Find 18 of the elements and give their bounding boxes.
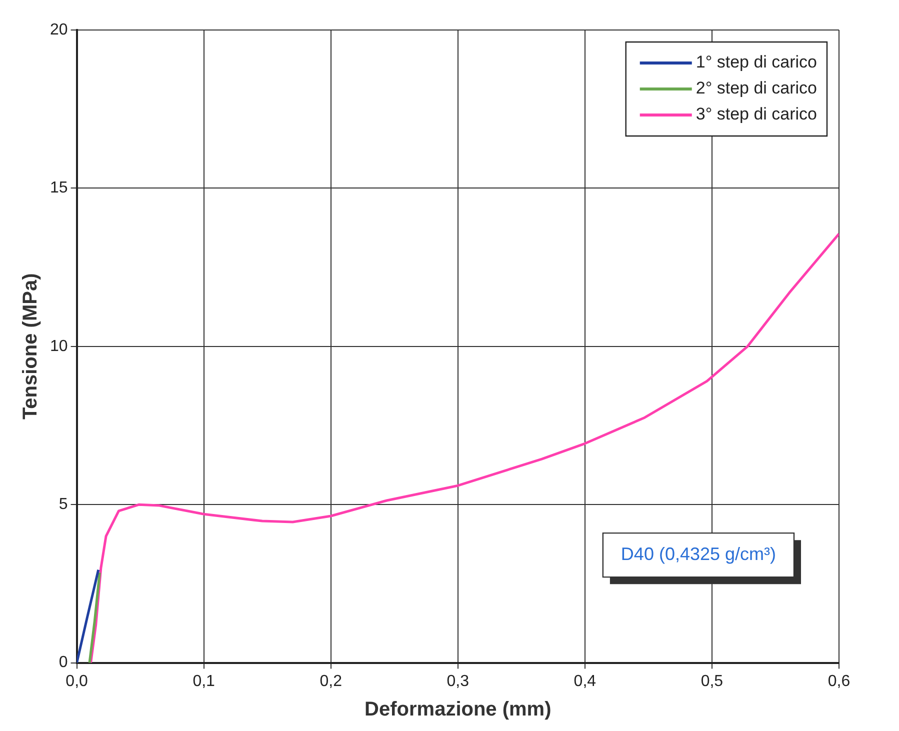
annotation: D40 (0,4325 g/cm³) <box>620 544 776 564</box>
x-tick-label: 0,1 <box>192 672 216 690</box>
x-axis-title: Deformazione (mm) <box>364 698 552 721</box>
y-tick-label: 10 <box>50 338 68 355</box>
x-tick-label: 0,3 <box>446 672 470 690</box>
x-tick-label: 0,5 <box>700 672 724 690</box>
y-tick-label: 20 <box>50 21 68 38</box>
x-tick-label: 0,2 <box>320 672 342 690</box>
x-tick-label: 0,4 <box>574 672 596 690</box>
y-axis-title: Tensione (MPa) <box>20 273 42 420</box>
y-tick-label: 5 <box>58 496 68 514</box>
y-tick-label: 0 <box>58 654 68 672</box>
y-tick-label: 15 <box>50 180 68 197</box>
legend-label: 3° step di carico <box>696 104 818 124</box>
legend-label: 2° step di carico <box>696 78 818 98</box>
legend-label: 1° step di carico <box>696 52 818 72</box>
x-tick-label: 0,0 <box>66 672 88 690</box>
x-tick-label: 0,6 <box>828 672 850 690</box>
